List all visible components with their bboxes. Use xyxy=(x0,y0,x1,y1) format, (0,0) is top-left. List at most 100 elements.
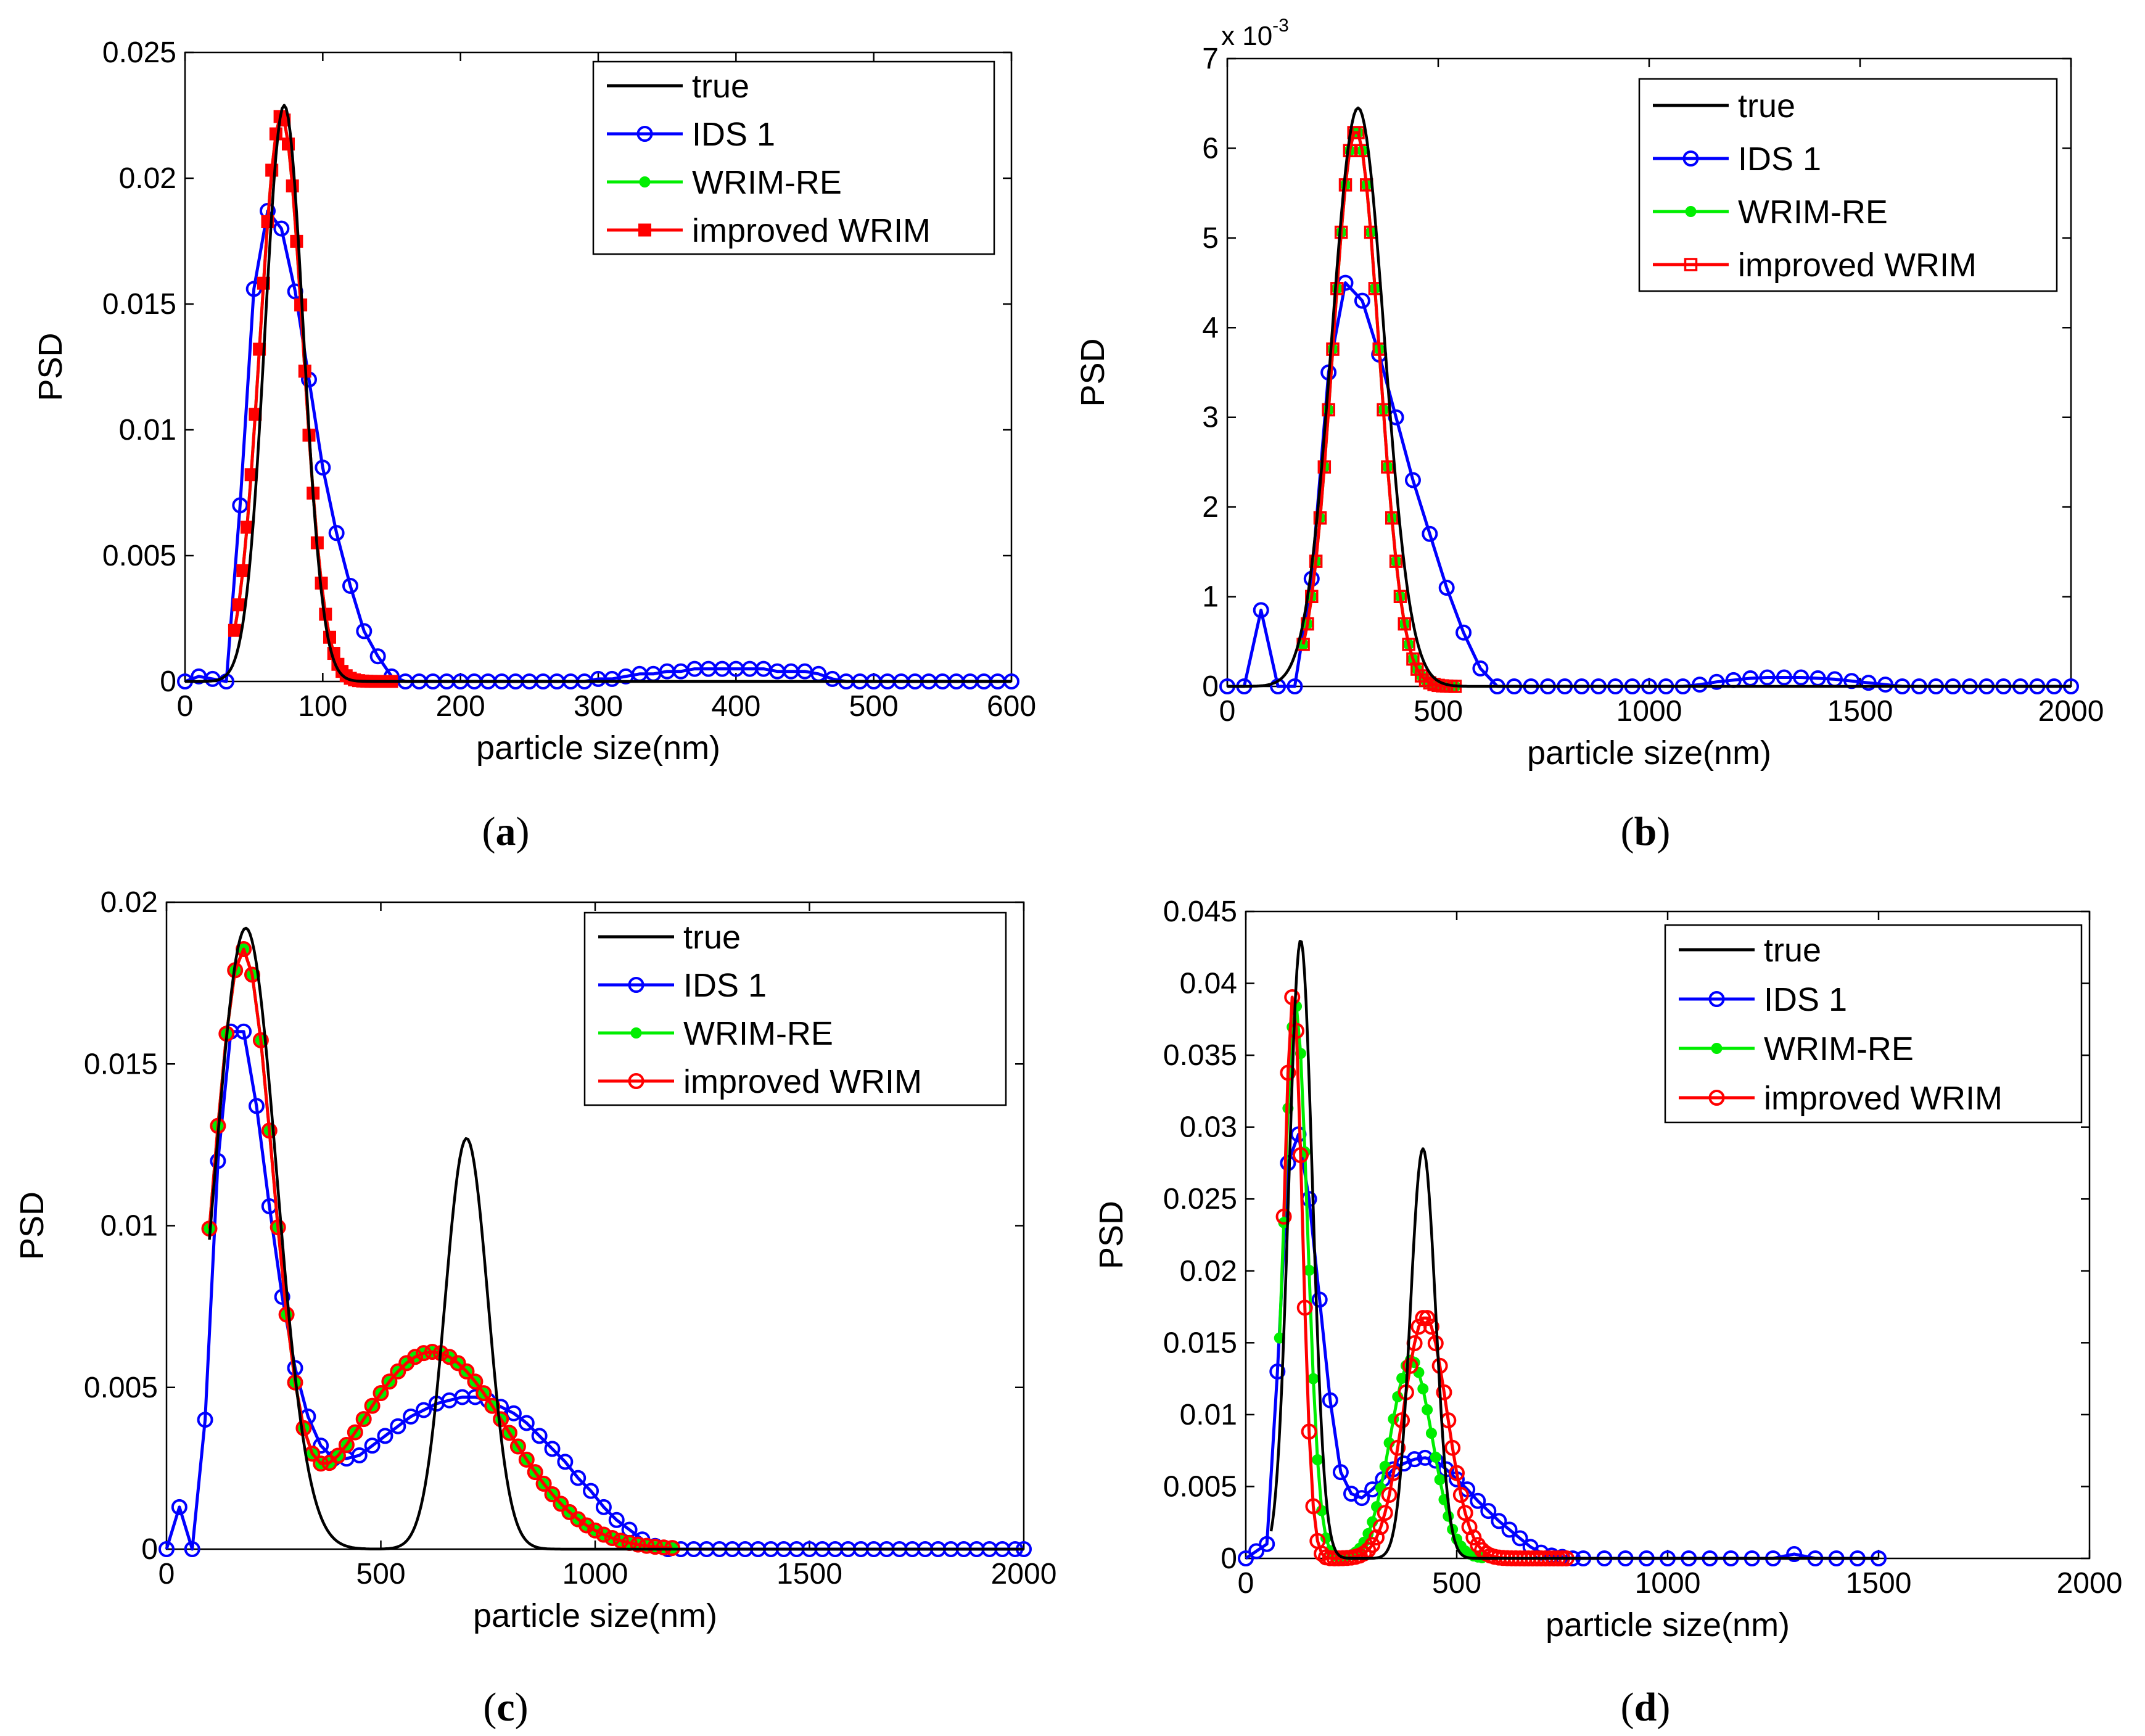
data-point-improved xyxy=(450,1355,466,1372)
data-point-improved xyxy=(587,1522,603,1539)
y-tick-label: 0.005 xyxy=(1163,1470,1237,1503)
legend-marker-ids1 xyxy=(628,977,644,993)
panel-caption: (a) xyxy=(482,809,530,854)
legend: true IDS 1 WRIM-RE improved WRIM xyxy=(1664,924,2083,1124)
series-true xyxy=(185,104,1011,683)
data-point-ids1 xyxy=(570,1470,587,1486)
legend-marker-ids1 xyxy=(1682,150,1699,167)
x-axis-label: particle size(nm) xyxy=(473,1597,717,1634)
legend-box xyxy=(583,911,1007,1106)
y-tick-label: 0.005 xyxy=(102,540,176,572)
data-point-ids1 xyxy=(1843,673,1860,689)
data-point-improved xyxy=(1418,673,1433,687)
legend-label-wrimre: WRIM-RE xyxy=(1738,194,1888,231)
chart-panel-d: 0 500 1000 1500 2000 0 0.005 0.01 0.015 0.02 0.025… xyxy=(1093,895,2122,1730)
data-point-improved xyxy=(1436,1384,1452,1401)
series-line-true xyxy=(1269,940,1879,1560)
x-tick-label: 1500 xyxy=(776,1558,842,1590)
y-tick-label: 6 xyxy=(1202,132,1219,165)
data-point-improved xyxy=(1322,403,1335,417)
data-point-improved xyxy=(330,1447,346,1464)
data-point-improved xyxy=(595,1526,612,1543)
y-tick-label: 0.025 xyxy=(1163,1183,1237,1216)
data-point-ids1 xyxy=(1287,678,1303,694)
data-point-ids1 xyxy=(1776,669,1792,686)
data-point-improved xyxy=(476,1385,492,1402)
data-point-ids1 xyxy=(1259,1536,1275,1552)
data-point-improved xyxy=(1452,1487,1469,1504)
data-point-ids1 xyxy=(274,1288,290,1305)
data-point-improved xyxy=(1284,989,1301,1005)
data-point-ids1 xyxy=(390,1418,406,1434)
data-point-ids1 xyxy=(273,220,290,237)
data-point-improved xyxy=(290,234,303,248)
y-axis-label: PSD xyxy=(32,332,69,401)
data-point-wrimre xyxy=(1312,1454,1324,1465)
x-tick-label: 1000 xyxy=(1616,695,1682,728)
data-point-ids1 xyxy=(1793,669,1809,686)
legend-label-ids1: IDS 1 xyxy=(692,116,775,153)
legend: true IDS 1 WRIM-RE improved WRIM xyxy=(583,911,1007,1106)
panel-caption: (d) xyxy=(1621,1685,1671,1730)
data-point-improved xyxy=(232,598,245,612)
data-point-improved xyxy=(1398,617,1412,631)
legend-label-true: true xyxy=(692,68,749,105)
data-point-ids1 xyxy=(1759,669,1776,686)
data-point-ids1 xyxy=(1877,677,1894,693)
data-point-ids1 xyxy=(1354,1490,1370,1507)
x-tick-label: 500 xyxy=(1432,1567,1481,1600)
data-point-ids1 xyxy=(1322,1392,1338,1409)
y-tick-label: 0.025 xyxy=(102,36,176,69)
data-point-improved xyxy=(1309,554,1323,568)
data-point-improved xyxy=(1423,1318,1439,1335)
series-line-true xyxy=(1227,106,2071,688)
x-tick-label: 500 xyxy=(849,690,899,723)
data-point-improved xyxy=(313,1455,329,1472)
legend-marker-improved xyxy=(628,1073,644,1089)
data-point-ids1 xyxy=(315,459,331,476)
data-point-ids1 xyxy=(1269,1363,1286,1380)
data-point-ids1 xyxy=(236,1023,252,1040)
data-point-ids1 xyxy=(1501,1521,1518,1538)
legend-label-improved: improved WRIM xyxy=(1764,1080,2003,1117)
data-point-improved xyxy=(1326,342,1340,356)
data-point-improved xyxy=(544,1486,561,1503)
data-point-improved xyxy=(1296,1299,1313,1316)
data-point-improved xyxy=(1457,1505,1473,1521)
data-point-improved xyxy=(1419,1310,1436,1327)
data-point-improved xyxy=(1402,1357,1418,1374)
data-point-wrimre xyxy=(1425,1428,1437,1439)
series-true xyxy=(1227,106,2071,688)
data-point-improved xyxy=(458,1363,475,1380)
data-point-improved xyxy=(467,1373,484,1390)
x-tick-label: 0 xyxy=(1238,1567,1254,1600)
data-point-ids1 xyxy=(1455,624,1472,641)
data-point-ids1 xyxy=(1786,1546,1803,1563)
x-tick-label: 600 xyxy=(987,690,1036,723)
data-point-improved xyxy=(1301,1423,1317,1440)
data-point-ids1 xyxy=(197,1412,213,1428)
x-tick-label: 1500 xyxy=(1846,1567,1912,1600)
data-point-ids1 xyxy=(1422,525,1438,542)
data-point-improved xyxy=(1377,1505,1393,1521)
series-line-improved xyxy=(1301,131,1455,688)
x-tick-label: 1000 xyxy=(1635,1567,1701,1600)
data-point-ids1 xyxy=(1480,1503,1497,1520)
legend-label-improved: improved WRIM xyxy=(1738,247,1977,284)
y-tick-label: 0.015 xyxy=(102,288,176,321)
y-tick-label: 0.01 xyxy=(1180,1399,1237,1431)
data-point-wrimre xyxy=(1430,1451,1441,1463)
legend: true IDS 1 WRIM-RE improved WRIM xyxy=(592,60,995,255)
y-tick-label: 0 xyxy=(1221,1542,1237,1575)
data-point-improved xyxy=(604,1530,620,1547)
legend-label-improved: improved WRIM xyxy=(692,212,931,249)
data-point-improved xyxy=(509,1438,526,1455)
data-point-improved xyxy=(1389,554,1403,568)
data-point-improved xyxy=(1313,511,1327,525)
data-point-ids1 xyxy=(159,1541,175,1557)
y-tick-label: 0 xyxy=(141,1533,158,1566)
y-tick-label: 7 xyxy=(1202,43,1219,75)
data-point-ids1 xyxy=(1406,1451,1423,1468)
x-tick-label: 2000 xyxy=(991,1558,1057,1590)
x-tick-label: 1000 xyxy=(562,1558,628,1590)
